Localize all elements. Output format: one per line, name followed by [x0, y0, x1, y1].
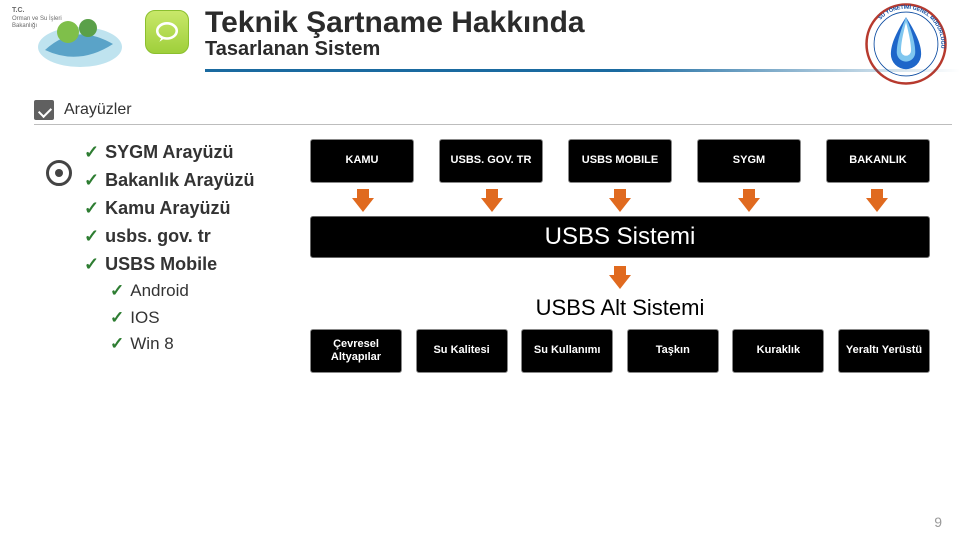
- checkbox-page-icon: [34, 100, 54, 120]
- list-item: ✓usbs. gov. tr: [84, 223, 310, 251]
- diagram-node: Su Kullanımı: [521, 329, 613, 373]
- diagram-node: BAKANLIK: [826, 139, 930, 183]
- list-item: ✓Android: [110, 278, 310, 304]
- diagram-node: Su Kalitesi: [416, 329, 508, 373]
- page-title: Teknik Şartname Hakkında: [205, 6, 960, 40]
- list-item: ✓Kamu Arayüzü: [84, 195, 310, 223]
- diagram-node: Çevresel Altyapılar: [310, 329, 402, 373]
- system-diagram: KAMU USBS. GOV. TR USBS MOBILE SYGM BAKANLIK…: [310, 139, 960, 373]
- list-item: ✓SYGM Arayüzü: [84, 139, 310, 167]
- subsystem-bar: USBS Alt Sistemi: [312, 295, 928, 321]
- section-heading: Arayüzler: [64, 101, 132, 119]
- diagram-node: Taşkın: [627, 329, 719, 373]
- diagram-node: Kuraklık: [732, 329, 824, 373]
- diagram-node: Yeraltı Yerüstü: [838, 329, 930, 373]
- arrow-down-icon: [481, 189, 503, 212]
- arrow-down-icon: [738, 189, 760, 212]
- diagram-node: SYGM: [697, 139, 801, 183]
- list-item: ✓USBS Mobile: [84, 251, 310, 279]
- arrow-down-icon: [609, 189, 631, 212]
- arrow-down-icon: [866, 189, 888, 212]
- diagram-node: USBS MOBILE: [568, 139, 672, 183]
- system-bar: USBS Sistemi: [310, 216, 930, 258]
- section-divider: [34, 124, 952, 125]
- arrow-down-icon: [609, 266, 631, 289]
- page-number: 9: [934, 514, 942, 530]
- list-item: ✓Win 8: [110, 331, 310, 357]
- target-icon: [46, 160, 72, 186]
- header-divider: [205, 69, 960, 72]
- list-item: ✓IOS: [110, 305, 310, 331]
- arrow-down-icon: [352, 189, 374, 212]
- interface-list: ✓SYGM Arayüzü✓Bakanlık Arayüzü✓Kamu Aray…: [84, 139, 310, 357]
- list-item: ✓Bakanlık Arayüzü: [84, 167, 310, 195]
- diagram-node: USBS. GOV. TR: [439, 139, 543, 183]
- page-subtitle: Tasarlanan Sistem: [205, 38, 960, 61]
- diagram-node: KAMU: [310, 139, 414, 183]
